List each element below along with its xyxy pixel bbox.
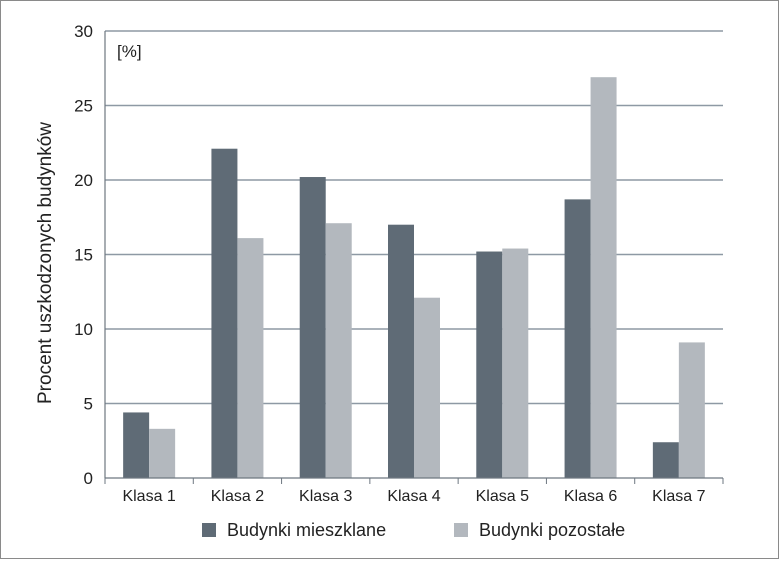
x-tick-label: Klasa 6: [564, 488, 617, 505]
y-tick-label: 0: [84, 469, 93, 488]
y-tick-labels: 0 5 10 15 20 25 30: [74, 22, 93, 488]
bar-series-1: [564, 199, 591, 478]
legend: Budynki mieszklane Budynki pozostałe: [202, 520, 625, 540]
bar-series-1: [211, 148, 238, 478]
legend-swatch: [202, 523, 216, 537]
bar-series-2: [325, 223, 352, 478]
axes: [104, 31, 724, 484]
legend-label: Budynki pozostałe: [479, 520, 625, 540]
bars: [123, 77, 705, 478]
x-tick-labels: Klasa 1 Klasa 2 Klasa 3 Klasa 4 Klasa 5 Klasa…: [122, 488, 705, 505]
unit-label: [%]: [117, 42, 142, 61]
y-tick-label: 20: [74, 171, 93, 190]
bar-series-2: [502, 248, 529, 478]
bar-series-2: [237, 238, 264, 478]
x-tick-label: Klasa 7: [652, 488, 705, 505]
bar-series-1: [388, 224, 414, 478]
bar-series-1: [299, 177, 326, 478]
x-tick-label: Klasa 5: [476, 488, 529, 505]
legend-swatch: [454, 523, 468, 537]
x-tick-label: Klasa 4: [387, 488, 440, 505]
bar-series-2: [414, 297, 440, 478]
x-tick-label: Klasa 1: [122, 488, 175, 505]
bar-series-2: [149, 428, 176, 478]
legend-label: Budynki mieszklane: [227, 520, 386, 540]
bar-series-2: [590, 77, 617, 478]
y-axis-label: Procent uszkodzonych budynków: [35, 122, 56, 404]
y-tick-label: 5: [84, 395, 93, 414]
bar-series-2: [678, 342, 705, 478]
bar-series-1: [123, 412, 150, 478]
x-tick-label: Klasa 2: [211, 488, 264, 505]
y-tick-label: 25: [74, 97, 93, 116]
y-tick-label: 15: [74, 246, 93, 265]
y-tick-label: 30: [74, 22, 93, 41]
bar-series-1: [476, 251, 503, 478]
x-tick-label: Klasa 3: [299, 488, 352, 505]
y-tick-label: 10: [74, 320, 93, 339]
bar-series-1: [652, 442, 679, 478]
